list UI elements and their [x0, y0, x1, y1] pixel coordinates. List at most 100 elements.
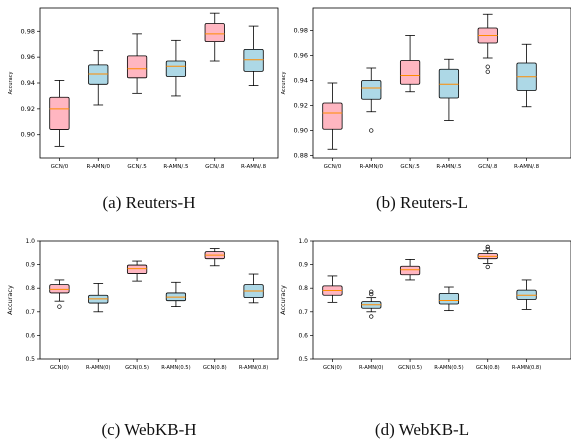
iqr-box — [49, 96, 70, 130]
axes-frame — [312, 240, 571, 360]
x-tick-label: R-AMN(0.5) — [161, 365, 190, 371]
outlier-point — [369, 291, 374, 297]
iqr-box — [438, 292, 460, 305]
box-GCN(0.5) — [126, 260, 148, 282]
y-tick-label: 0.5 — [25, 356, 35, 363]
box-R-AMN/.5 — [438, 58, 460, 121]
caption-d: (d) WebKB-L — [374, 420, 470, 439]
box-GCN(0.8) — [204, 248, 225, 267]
y-axis-label: Accuracy — [8, 72, 14, 95]
y-tick-label: 0.96 — [294, 52, 308, 60]
x-tick-label: GCN/0 — [51, 164, 69, 170]
box-R-AMN/0 — [361, 67, 382, 133]
box-R-AMN(0.5) — [438, 286, 460, 312]
caption-b: (b) Reuters-L — [375, 193, 469, 212]
y-tick-label: 0.7 — [298, 309, 308, 316]
box-GCN/.8 — [477, 13, 498, 74]
y-tick-label: 0.96 — [21, 53, 35, 61]
box-R-AMN/0 — [88, 50, 109, 106]
y-tick-label: 0.92 — [294, 102, 308, 110]
caption-c: (c) WebKB-H — [101, 420, 197, 439]
y-tick-label: 0.88 — [294, 152, 308, 160]
axes-frame — [39, 7, 279, 159]
outlier-point — [369, 289, 374, 294]
box-R-AMN(0.8) — [516, 279, 537, 310]
box-GCN(0.5) — [399, 259, 421, 281]
iqr-box — [243, 48, 264, 72]
y-tick-label: 0.6 — [298, 332, 308, 339]
iqr-box — [322, 102, 343, 130]
iqr-box — [49, 284, 70, 294]
y-tick-label: 1.0 — [25, 238, 35, 245]
caption-a: (a) Reuters-H — [102, 193, 196, 212]
y-tick-label: 0.98 — [294, 27, 308, 35]
panel-0: 0.90 0.92 0.94 0.96 0.98 Accuracy GCN/0 R-AMN/0… — [8, 7, 279, 170]
outlier-point — [57, 304, 62, 309]
outlier-point — [485, 264, 490, 270]
y-axis-label: Accuracy — [279, 285, 287, 315]
x-tick-label: R-AMN/.8 — [514, 164, 540, 170]
iqr-box — [361, 80, 382, 100]
y-tick-label: 0.90 — [294, 127, 308, 135]
iqr-box — [165, 60, 187, 77]
panel-3: 0.5 0.6 0.7 0.8 0.9 1.0 Accuracy GCN(0) R-AMN(0)… — [279, 238, 571, 371]
y-tick-label: 0.8 — [25, 285, 35, 292]
y-tick-label: 0.94 — [21, 79, 35, 87]
box-R-AMN(0) — [361, 289, 382, 319]
y-tick-label: 1.0 — [298, 238, 308, 245]
box-GCN(0) — [322, 275, 343, 303]
y-tick-label: 0.7 — [25, 309, 35, 316]
box-R-AMN/.5 — [165, 39, 187, 97]
y-tick-label: 0.5 — [298, 356, 308, 363]
box-R-AMN/.8 — [243, 25, 264, 86]
x-tick-label: GCN/.5 — [400, 164, 420, 170]
y-axis-label: Accuracy — [281, 72, 287, 95]
panel-1: 0.88 0.90 0.92 0.94 0.96 0.98 Accuracy GCN/0 R-A… — [281, 7, 571, 170]
x-tick-label: R-AMN/.5 — [436, 164, 462, 170]
outlier-point — [485, 69, 490, 74]
iqr-box — [438, 68, 460, 99]
x-tick-label: GCN/.8 — [205, 164, 225, 170]
x-tick-label: R-AMN/.5 — [163, 164, 189, 170]
iqr-box — [204, 23, 225, 43]
iqr-box — [399, 265, 421, 276]
x-tick-label: R-AMN(0) — [359, 365, 383, 371]
x-tick-label: GCN(0.5) — [125, 365, 149, 371]
outlier-point — [369, 128, 374, 133]
x-tick-label: GCN(0.5) — [398, 365, 422, 371]
outlier-point — [485, 64, 490, 69]
x-tick-label: GCN(0) — [323, 365, 342, 371]
box-R-AMN(0.8) — [243, 273, 264, 304]
iqr-box — [126, 55, 148, 79]
iqr-box — [126, 264, 148, 274]
x-tick-label: GCN(0.8) — [203, 365, 227, 371]
panel-2: 0.5 0.6 0.7 0.8 0.9 1.0 Accuracy GCN(0) R-AMN(0)… — [6, 238, 279, 371]
outlier-point — [369, 314, 374, 319]
y-tick-label: 0.90 — [21, 131, 35, 139]
box-GCN(0.8) — [477, 244, 498, 270]
y-tick-label: 0.9 — [298, 262, 308, 269]
box-R-AMN(0) — [88, 283, 109, 313]
box-GCN(0) — [49, 279, 70, 309]
y-axis-label: Accuracy — [6, 285, 14, 315]
x-tick-label: R-AMN(0) — [86, 365, 110, 371]
axes-frame — [39, 240, 279, 360]
box-GCN/0 — [322, 82, 343, 150]
box-R-AMN(0.5) — [165, 281, 187, 308]
y-tick-label: 0.94 — [294, 77, 308, 85]
x-tick-label: GCN(0.8) — [476, 365, 500, 371]
x-tick-label: R-AMN/.8 — [241, 164, 267, 170]
iqr-box — [88, 64, 109, 85]
box-GCN/0 — [49, 80, 70, 147]
y-tick-label: 0.8 — [298, 285, 308, 292]
box-GCN/.5 — [126, 33, 148, 94]
x-tick-label: GCN(0) — [50, 365, 69, 371]
x-tick-label: R-AMN(0.5) — [434, 365, 463, 371]
box-GCN/.5 — [399, 35, 421, 93]
box-R-AMN/.8 — [516, 43, 537, 108]
x-tick-label: R-AMN(0.8) — [239, 365, 268, 371]
x-tick-label: R-AMN/0 — [87, 164, 111, 170]
iqr-box — [399, 60, 421, 85]
x-tick-label: GCN/0 — [324, 164, 342, 170]
